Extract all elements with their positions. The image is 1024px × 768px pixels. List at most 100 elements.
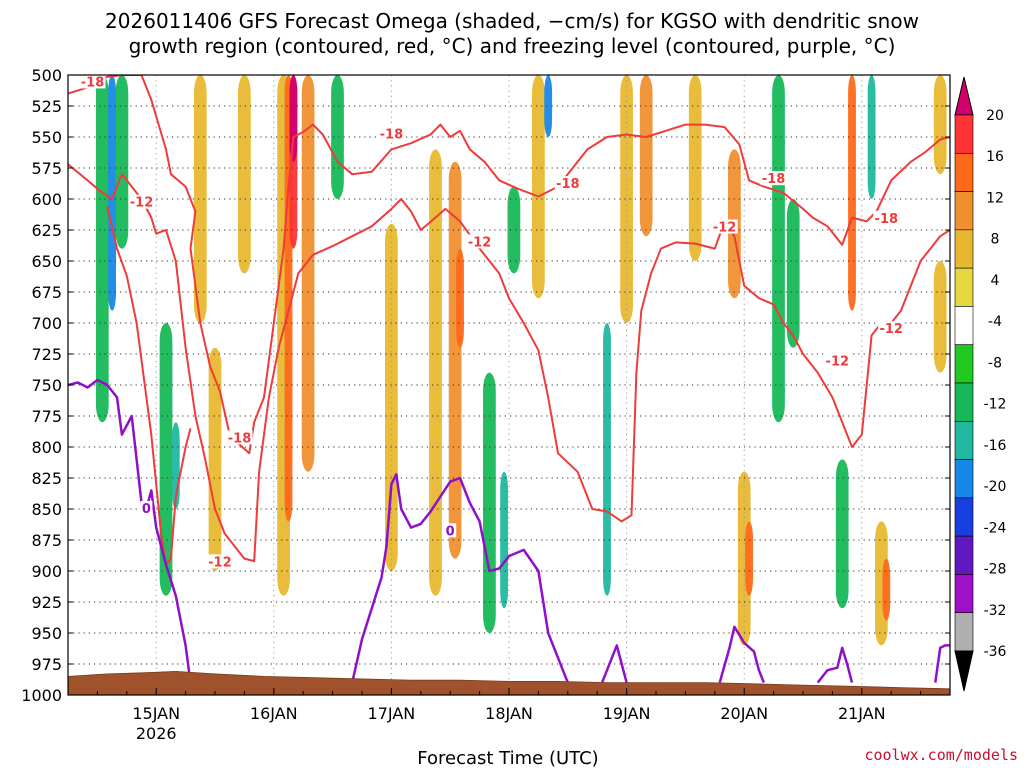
y-tick-label: 700 bbox=[31, 314, 62, 333]
y-tick-label: 900 bbox=[31, 562, 62, 581]
plot-clip-group bbox=[68, 75, 950, 695]
freezing-contour-line bbox=[68, 378, 192, 683]
omega-cell bbox=[688, 75, 702, 261]
dgz-label: -18 bbox=[556, 177, 580, 192]
colorbar-segment bbox=[954, 191, 974, 231]
colorbar-tick-label: -28 bbox=[984, 562, 1007, 578]
colorbar-tick-label: -20 bbox=[984, 479, 1007, 495]
y-tick-label: 1000 bbox=[21, 686, 62, 705]
colorbar-tick-label: 8 bbox=[991, 232, 1000, 248]
freezing-label: 0 bbox=[142, 502, 151, 517]
dgz-label-bg bbox=[873, 210, 900, 225]
dgz-label-bg bbox=[878, 321, 905, 336]
dgz-label: -18 bbox=[81, 75, 105, 90]
colorbar-segment bbox=[954, 152, 974, 192]
colorbar: 20 16 12 8 4 -4 -8 -12 -16 -20 -24 -28 -32 -36 bbox=[954, 76, 1007, 692]
colorbar-tick-label: 4 bbox=[991, 273, 1000, 289]
omega-cell bbox=[331, 75, 344, 199]
colorbar-segment bbox=[954, 229, 974, 269]
credit-text: coolwx.com/models bbox=[864, 746, 1018, 764]
dgz-label-bg bbox=[760, 171, 787, 186]
y-tick-label: 925 bbox=[31, 593, 62, 612]
omega-cell bbox=[786, 199, 800, 348]
y-tick-label: 600 bbox=[31, 190, 62, 209]
colorbar-segment bbox=[954, 267, 974, 307]
y-tick-label: 500 bbox=[31, 66, 62, 85]
colorbar-tick-label: 12 bbox=[986, 190, 1004, 206]
colorbar-segment bbox=[954, 612, 974, 652]
dgz-label-bg bbox=[206, 554, 233, 569]
omega-cell bbox=[835, 459, 849, 609]
colorbar-tick-label: -8 bbox=[988, 355, 1002, 371]
chart-title: 2026011406 GFS Forecast Omega (shaded, −… bbox=[105, 9, 919, 58]
y-tick-label: 800 bbox=[31, 438, 62, 457]
colorbar-tick-label: -4 bbox=[988, 314, 1002, 330]
x-tick-label: 18JAN bbox=[485, 704, 533, 723]
omega-cell bbox=[507, 186, 521, 274]
dgz-label-bg bbox=[466, 234, 493, 249]
colorbar-bottom-arrow bbox=[954, 650, 974, 692]
y-axis: 500 525 550 575 600 625 650 675 700 725 750 775 800 8… bbox=[21, 66, 950, 705]
colorbar-segment bbox=[954, 306, 974, 346]
y-tick-label: 675 bbox=[31, 283, 62, 302]
y-tick-label: 850 bbox=[31, 500, 62, 519]
omega-cell bbox=[115, 75, 129, 249]
x-tick-label: 17JAN bbox=[368, 704, 416, 723]
omega-cell bbox=[882, 558, 891, 621]
dgz-label: -18 bbox=[380, 128, 404, 143]
y-tick-label: 950 bbox=[31, 624, 62, 643]
colorbar-tick-label: -36 bbox=[984, 644, 1007, 660]
freezing-label-bg bbox=[444, 523, 457, 538]
freezing-contour-line bbox=[934, 644, 950, 683]
colorbar-tick-label: 20 bbox=[986, 108, 1004, 124]
y-tick-label: 875 bbox=[31, 531, 62, 550]
colorbar-segment bbox=[954, 114, 974, 154]
colorbar-top-arrow bbox=[954, 76, 974, 116]
freezing-contour-line bbox=[816, 646, 854, 684]
x-tick-label: 19JAN bbox=[603, 704, 651, 723]
colorbar-segment bbox=[954, 574, 974, 614]
omega-cell bbox=[95, 75, 109, 423]
omega-cell bbox=[745, 521, 754, 596]
dgz-label-bg bbox=[226, 430, 253, 445]
dgz-label: -18 bbox=[875, 212, 899, 227]
dgz-label-bg bbox=[824, 353, 851, 368]
freezing-contours bbox=[68, 378, 950, 684]
dgz-label: -12 bbox=[208, 555, 232, 570]
omega-cell bbox=[108, 75, 117, 311]
omega-cell bbox=[159, 323, 173, 596]
freezing-contour-line bbox=[350, 473, 569, 684]
freezing-contour-line bbox=[600, 644, 628, 684]
colorbar-tick-label: -32 bbox=[984, 603, 1007, 619]
dgz-label: -12 bbox=[713, 221, 737, 236]
omega-cell bbox=[848, 75, 856, 311]
dgz-label-bg bbox=[378, 126, 405, 141]
y-tick-label: 650 bbox=[31, 252, 62, 271]
x-tick-label: 20JAN bbox=[720, 704, 768, 723]
freezing-contour-line bbox=[718, 625, 765, 684]
dgz-contour-line bbox=[68, 75, 950, 455]
chart-title-line-1: 2026011406 GFS Forecast Omega (shaded, −… bbox=[105, 9, 919, 33]
omega-cell bbox=[483, 372, 496, 633]
omega-cell bbox=[544, 75, 553, 137]
dgz-label: -12 bbox=[468, 235, 492, 250]
x-tick-label: 15JAN bbox=[132, 704, 180, 723]
y-tick-label: 525 bbox=[31, 97, 62, 116]
x-tick-label: 16JAN bbox=[250, 704, 298, 723]
colorbar-segment bbox=[954, 382, 974, 422]
dgz-label-bg bbox=[554, 176, 581, 191]
freezing-label: 0 bbox=[446, 524, 455, 539]
x-axis-label: Forecast Time (UTC) bbox=[417, 748, 598, 768]
colorbar-segment bbox=[954, 535, 974, 575]
y-tick-label: 775 bbox=[31, 407, 62, 426]
colorbar-tick-label: -12 bbox=[984, 397, 1007, 413]
colorbar-segment bbox=[954, 344, 974, 384]
colorbar-segment bbox=[954, 420, 974, 460]
dgz-label: -12 bbox=[826, 354, 850, 369]
y-tick-label: 550 bbox=[31, 128, 62, 147]
y-tick-label: 575 bbox=[31, 159, 62, 178]
omega-cell bbox=[289, 75, 298, 162]
omega-cell bbox=[301, 75, 315, 472]
omega-cell bbox=[603, 323, 611, 596]
